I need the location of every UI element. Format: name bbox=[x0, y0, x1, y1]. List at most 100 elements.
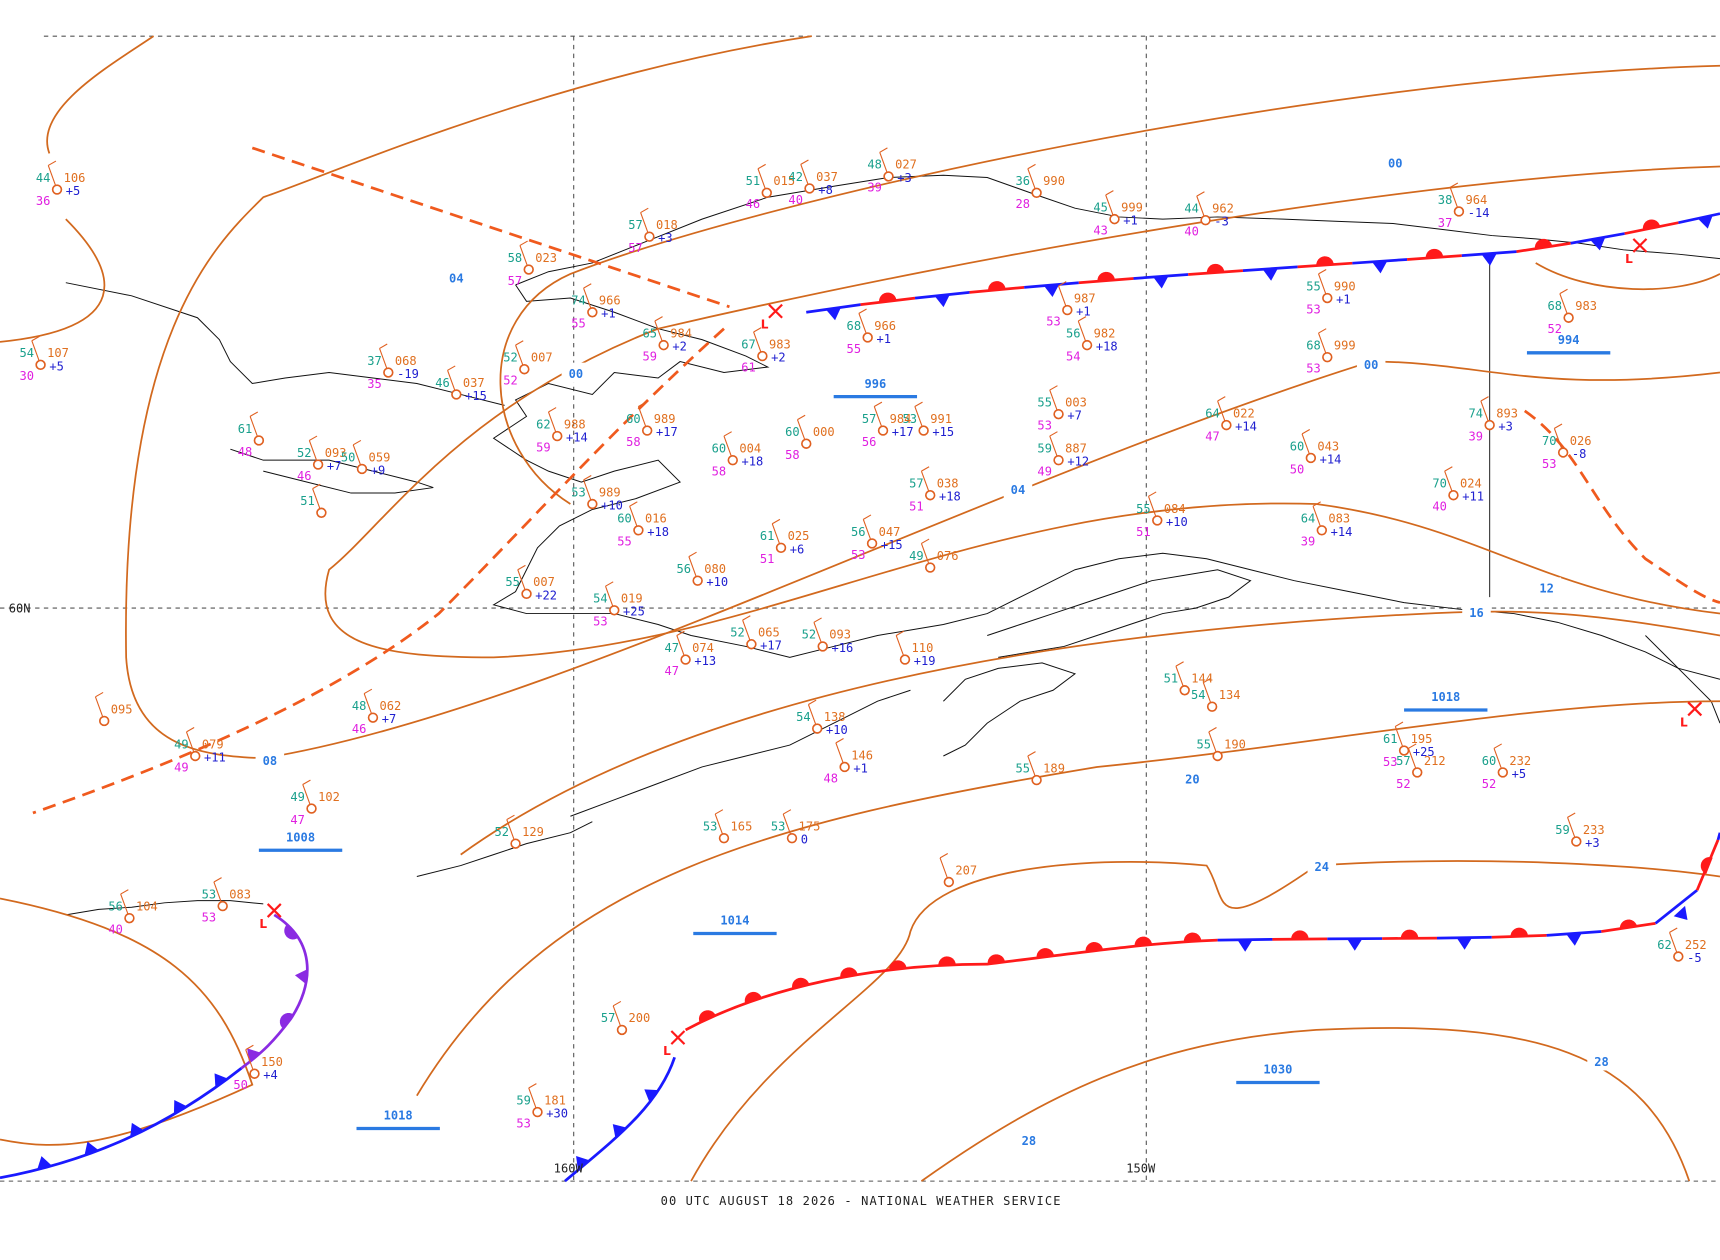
station-dewpoint: 53 bbox=[1383, 755, 1398, 769]
coast bbox=[987, 569, 1252, 658]
station bbox=[718, 832, 730, 844]
low-x bbox=[768, 303, 783, 319]
isobar-label: 00 bbox=[1364, 358, 1379, 372]
station bbox=[249, 1068, 260, 1079]
station-tendency: +5 bbox=[1512, 767, 1527, 781]
station-temp: 48 bbox=[867, 158, 882, 172]
isobar bbox=[0, 218, 106, 343]
station-pressure: 195 bbox=[1411, 732, 1433, 746]
station bbox=[1316, 525, 1328, 536]
front-line bbox=[1654, 889, 1698, 925]
station bbox=[786, 832, 798, 844]
isobar-label-bg bbox=[1003, 478, 1033, 499]
station-tendency: +19 bbox=[914, 654, 936, 668]
station-pressure: 150 bbox=[261, 1055, 283, 1069]
station-tendency: +10 bbox=[706, 575, 728, 589]
grid-label: 60N bbox=[9, 601, 31, 615]
station-temp: 52 bbox=[494, 825, 509, 839]
station-tendency: -14 bbox=[1468, 206, 1490, 220]
pressure-center: 1008 bbox=[286, 830, 315, 844]
station bbox=[316, 507, 327, 518]
station bbox=[356, 463, 368, 475]
station-dewpoint: 52 bbox=[1548, 322, 1563, 336]
station-pressure: 966 bbox=[874, 319, 896, 333]
station-tendency: +11 bbox=[204, 750, 226, 764]
front-line bbox=[860, 296, 916, 307]
front-triangle bbox=[37, 1156, 52, 1170]
station-pressure: 991 bbox=[930, 412, 952, 426]
front-line bbox=[1352, 258, 1408, 265]
station-pressure: 987 bbox=[1074, 291, 1096, 305]
station bbox=[1398, 745, 1410, 756]
station-dewpoint: 52 bbox=[1396, 777, 1411, 791]
station-tendency: +14 bbox=[1320, 452, 1342, 466]
station-tendency: +25 bbox=[1413, 745, 1435, 759]
front-triangle bbox=[1262, 268, 1278, 281]
low-center: L bbox=[761, 318, 769, 332]
station-tendency: +18 bbox=[939, 490, 961, 504]
isobar-label: 04 bbox=[1011, 483, 1026, 497]
wind-barb bbox=[548, 407, 557, 413]
wind-barb bbox=[873, 401, 883, 407]
station-dewpoint: 51 bbox=[1136, 525, 1151, 539]
low-x bbox=[670, 1030, 686, 1045]
wind-barb bbox=[921, 466, 930, 472]
station bbox=[253, 435, 265, 446]
station-dewpoint: 53 bbox=[516, 1116, 531, 1130]
station-dewpoint: 46 bbox=[352, 722, 367, 736]
isobar-label: 24 bbox=[1315, 860, 1330, 874]
station-tendency: +14 bbox=[566, 431, 588, 445]
wind-barb bbox=[629, 501, 638, 507]
station-pressure: 079 bbox=[202, 737, 224, 751]
station-tendency: +4 bbox=[263, 1068, 278, 1082]
front-line bbox=[684, 938, 1218, 1032]
station-dewpoint: 49 bbox=[174, 760, 189, 774]
wind-barb bbox=[797, 414, 806, 421]
isobar bbox=[46, 35, 155, 154]
station bbox=[1563, 312, 1574, 323]
pressure-center: 1014 bbox=[720, 914, 749, 928]
station-temp: 51 bbox=[746, 174, 761, 188]
front-triangle bbox=[644, 1089, 659, 1103]
station-tendency: +15 bbox=[932, 425, 954, 439]
wind-barb bbox=[742, 615, 751, 621]
front-triangle bbox=[1043, 284, 1060, 297]
wind-barb bbox=[1669, 927, 1678, 933]
station bbox=[451, 389, 462, 400]
wind-barb bbox=[640, 207, 649, 214]
station-dewpoint: 43 bbox=[1093, 223, 1108, 237]
station bbox=[812, 723, 823, 734]
front-triangle bbox=[173, 1100, 188, 1115]
station-tendency: 0 bbox=[801, 833, 808, 847]
station bbox=[616, 1024, 628, 1036]
station bbox=[1031, 187, 1042, 199]
wind-barb bbox=[1148, 491, 1157, 497]
station-dewpoint: 55 bbox=[847, 342, 862, 356]
station-pressure: 022 bbox=[1233, 406, 1255, 420]
station bbox=[804, 183, 815, 194]
station-temp: 70 bbox=[1542, 434, 1557, 448]
station-tendency: +10 bbox=[601, 498, 623, 512]
station-pressure: 104 bbox=[136, 899, 158, 913]
station-temp: 55 bbox=[1306, 279, 1321, 293]
isobar-label-bg bbox=[1381, 152, 1410, 173]
station-dewpoint: 48 bbox=[238, 445, 253, 459]
front-semicircle bbox=[1534, 238, 1553, 249]
station bbox=[1448, 490, 1459, 501]
station-temp: 48 bbox=[352, 699, 367, 713]
station bbox=[1497, 767, 1509, 778]
station bbox=[862, 332, 873, 343]
station-dewpoint: 53 bbox=[1037, 419, 1052, 433]
station-tendency: +17 bbox=[656, 425, 678, 439]
wind-barb bbox=[1203, 677, 1212, 684]
front-semicircle bbox=[1134, 936, 1153, 947]
station-tendency: +1 bbox=[1123, 214, 1138, 228]
station-dewpoint: 51 bbox=[909, 500, 924, 514]
station-temp: 44 bbox=[1184, 202, 1199, 216]
station-pressure: 200 bbox=[629, 1011, 651, 1025]
wind-barb bbox=[1217, 396, 1226, 402]
station-tendency: +15 bbox=[881, 538, 903, 552]
station bbox=[587, 307, 598, 318]
station-temp: 53 bbox=[771, 820, 786, 834]
